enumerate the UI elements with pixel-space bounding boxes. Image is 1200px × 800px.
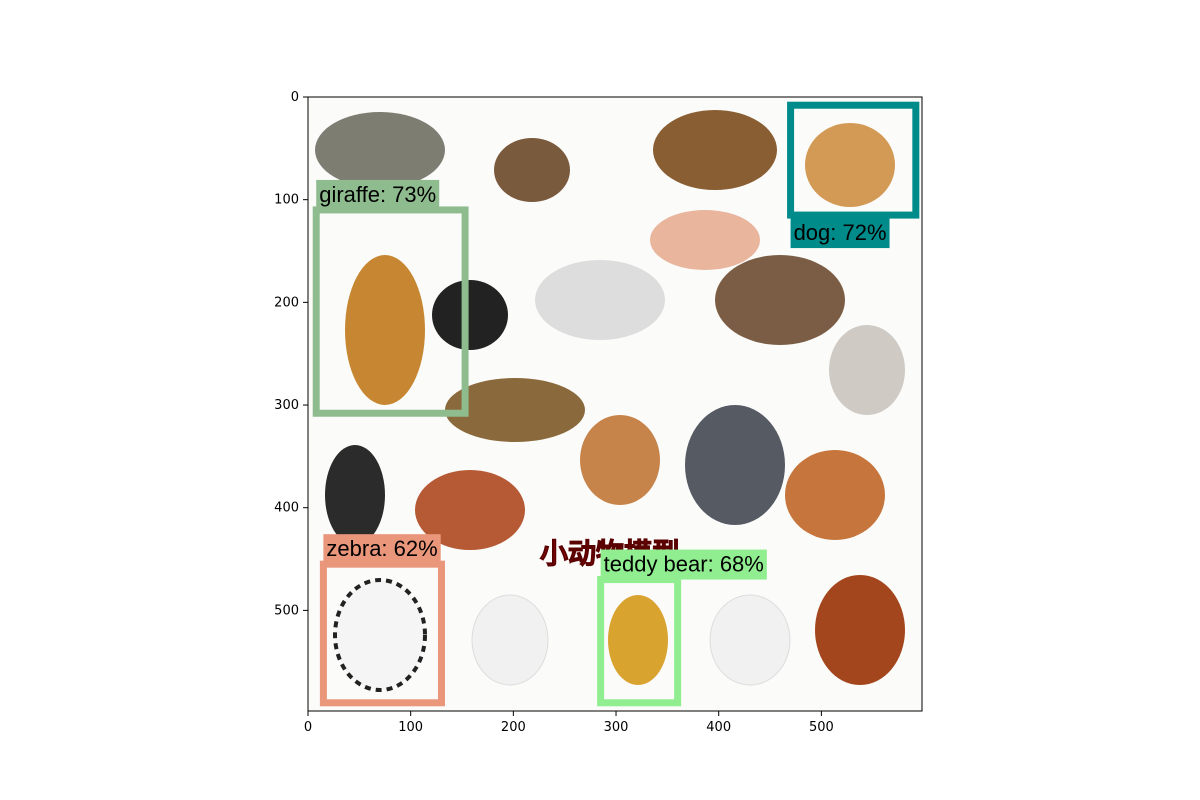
x-axis: 0 100 200 300 400 500 [304, 711, 834, 735]
label-background [790, 218, 890, 249]
label-background [600, 549, 767, 580]
rooster-figure [815, 575, 905, 685]
giraffe-figure [345, 255, 425, 405]
detection-label: teddy bear: 68% [604, 552, 764, 577]
bear-figure [653, 110, 777, 190]
chicken-figure [608, 595, 668, 685]
goose-figure [471, 594, 549, 686]
y-tick-label: 0 [291, 90, 299, 105]
detections: giraffe: 73% dog: 72% zebra: 62% teddy bear… [312, 101, 920, 707]
cow-figure [535, 260, 665, 340]
photo: 小动物模型 [308, 97, 922, 711]
camel-figure [494, 138, 570, 202]
turtle-figure [445, 378, 585, 442]
raccoon-figure [685, 405, 785, 525]
fox-figure [415, 470, 525, 550]
detection-giraffe: giraffe: 73% [312, 179, 469, 417]
zebra-figure [333, 578, 427, 692]
detection-zebra: zebra: 62% [319, 534, 445, 707]
bounding-box [787, 101, 920, 219]
detection-label: dog: 72% [794, 220, 887, 245]
panda-figure [432, 280, 508, 350]
label-background [323, 534, 441, 565]
y-axis: 0 100 200 300 400 500 [274, 90, 308, 618]
x-tick-label: 200 [501, 720, 526, 735]
x-tick-label: 500 [809, 720, 834, 735]
y-tick-label: 400 [274, 501, 299, 516]
x-tick-label: 0 [304, 720, 312, 735]
dolphin-figure [315, 112, 445, 188]
x-tick-label: 300 [604, 720, 629, 735]
detection-teddy-bear: teddy bear: 68% [597, 549, 767, 707]
detection-dog: dog: 72% [787, 101, 920, 249]
x-tick-label: 100 [398, 720, 423, 735]
deer-figure [580, 415, 660, 505]
label-background [316, 179, 440, 210]
y-tick-label: 100 [274, 193, 299, 208]
goose-figure-2 [709, 594, 791, 686]
x-tick-label: 400 [706, 720, 731, 735]
y-tick-label: 300 [274, 398, 299, 413]
kangaroo-figure [805, 123, 895, 207]
donkey-figure [715, 255, 845, 345]
pig-figure [650, 210, 760, 270]
y-tick-label: 200 [274, 295, 299, 310]
axes-frame [307, 96, 923, 712]
rabbit-figure [829, 325, 905, 415]
y-tick-label: 500 [274, 603, 299, 618]
detection-label: zebra: 62% [326, 536, 437, 561]
puppy-figure [785, 450, 885, 540]
detection-label: giraffe: 73% [319, 182, 436, 207]
penguin-figure [325, 445, 385, 545]
